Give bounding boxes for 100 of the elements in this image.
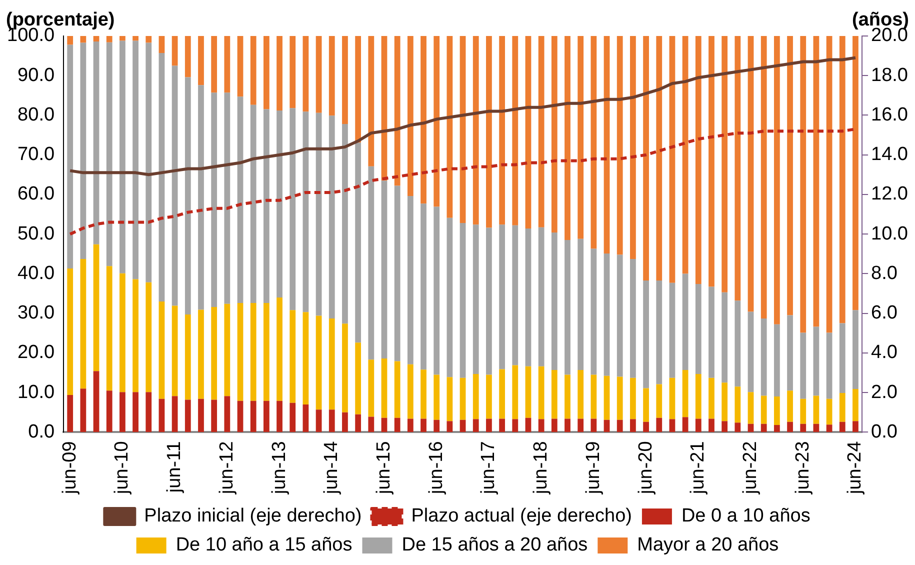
bar [263,303,270,401]
bar [184,36,191,78]
bar [211,400,218,432]
bar [590,374,597,419]
bar [604,420,610,432]
bar [787,315,793,391]
bar [734,300,741,387]
bar [722,36,728,292]
bar [538,419,544,432]
x-tick-label: jun-16 [426,441,447,496]
bar [695,36,702,284]
bar [472,374,479,420]
bar [394,186,400,362]
bar [224,304,230,396]
bar [800,332,806,399]
bar [184,77,191,315]
bar [630,419,636,432]
bar [512,365,518,420]
bar [302,112,309,312]
bar [760,424,767,432]
x-tick-label: jun-13 [268,441,290,496]
bar [146,392,152,432]
bar [316,410,322,432]
bar [590,418,597,432]
bar [852,421,858,432]
bar [328,410,335,432]
bar [512,36,518,226]
bar [682,36,688,274]
x-tick-label: jun-23 [792,441,814,496]
bar [302,404,309,432]
bar [407,418,414,432]
bar [198,398,204,432]
x-tick-label: jun-10 [112,441,133,496]
bar [316,112,322,316]
bar [512,419,518,432]
y-tick-label: 80.0 [18,104,55,126]
bar [826,332,832,399]
x-tick-label: jun-14 [321,440,342,496]
bar [787,422,793,432]
y-tick-label: 60.0 [18,184,55,205]
bar [460,223,466,378]
bar [604,36,610,254]
bar [172,66,178,306]
bar [198,310,204,399]
bar [132,392,138,432]
bar [525,228,532,366]
bar [355,142,362,343]
bar [80,42,86,260]
legend-label: Plazo actual (eje derecho) [411,506,632,527]
bar [852,310,858,389]
bar [839,323,846,393]
bar [486,36,492,228]
bar [158,36,165,54]
bar [499,224,505,370]
bar [800,398,806,424]
bar [734,422,741,432]
bar [708,378,714,419]
y-tick-label: 50.0 [18,223,55,244]
bar [813,326,820,396]
bar [578,238,584,370]
bar [682,274,688,370]
bar [486,374,492,419]
bar [407,196,414,364]
bar [302,36,309,112]
bar [381,180,388,358]
bar [407,36,414,196]
bar [146,282,152,392]
bar [290,310,296,403]
bar [460,420,466,432]
bar [263,109,270,304]
bar [590,36,597,249]
bar [407,364,414,419]
bar [420,418,426,432]
bar [708,418,714,432]
y2-tick-label: 16.0 [871,104,908,126]
bar [774,396,780,426]
bar [355,342,362,414]
bar [93,371,100,432]
legend-label: De 0 a 10 años [681,506,810,527]
bar [158,53,165,302]
bar [420,36,426,204]
bar [734,36,741,301]
bar [472,419,479,432]
bar [695,284,702,374]
bar [237,303,244,401]
bar [250,36,256,105]
bar [826,398,832,425]
bar [446,377,453,422]
bar [420,370,426,419]
bar [708,286,714,378]
x-tick-label: jun-21 [688,441,709,496]
bar [276,110,282,298]
bar [381,418,388,432]
bar [184,314,191,400]
bar [120,392,126,432]
bar [106,266,112,391]
bar [328,318,335,410]
y-tick-label: 20.0 [18,342,55,364]
bar [748,312,754,392]
bar [499,369,505,419]
